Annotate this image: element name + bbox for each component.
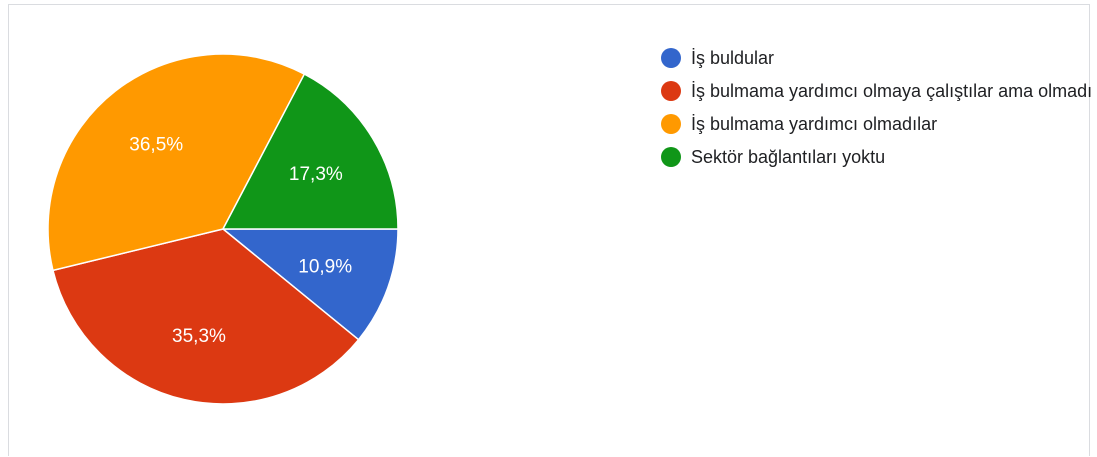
slice-label-2: 35,3% (172, 326, 226, 347)
legend-item-1[interactable]: İş buldular (655, 45, 1095, 71)
chart-card: 10,9% 35,3% 36,5% 17,3% İş buldular İş bulma… (8, 4, 1092, 456)
pie-slice-1[interactable] (220, 228, 399, 341)
legend-item-4[interactable]: Sektör bağlantıları yoktu (655, 144, 1095, 170)
legend-label: İş buldular (691, 48, 775, 68)
legend-item-3[interactable]: İş bulmama yardımcı olmadılar (655, 111, 1095, 137)
legend-dot-icon (661, 81, 681, 101)
legend-item-2[interactable]: İş bulmama yardımcı olmaya çalıştılar am… (655, 78, 1095, 104)
slice-label-4: 17,3% (289, 164, 343, 185)
legend: İş buldular İş bulmama yardımcı olmaya ça… (655, 45, 1095, 177)
pie-slice-4[interactable] (221, 73, 399, 230)
pie-slice-3[interactable] (47, 53, 306, 272)
legend-dot-icon (661, 114, 681, 134)
legend-label: İş bulmama yardımcı olmadılar (691, 114, 938, 134)
slice-label-3: 36,5% (129, 134, 183, 155)
slice-label-1: 10,9% (298, 256, 352, 277)
legend-dot-icon (661, 147, 681, 167)
pie-slice-2[interactable] (52, 228, 360, 405)
pie-chart: 10,9% 35,3% 36,5% 17,3% (47, 53, 399, 405)
legend-label: İş bulmama yardımcı olmaya çalıştılar am… (691, 81, 1093, 101)
legend-dot-icon (661, 48, 681, 68)
legend-label: Sektör bağlantıları yoktu (691, 147, 886, 167)
